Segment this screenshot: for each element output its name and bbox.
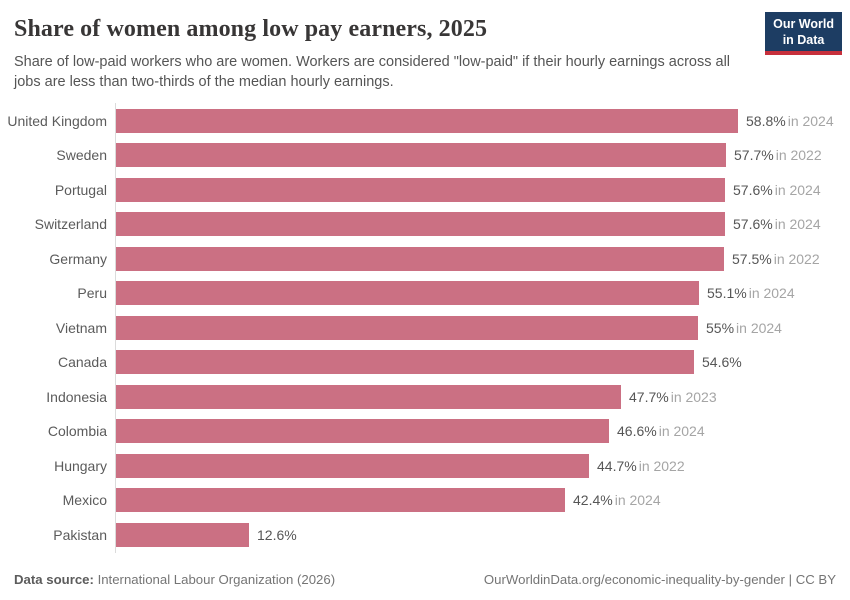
- value-annotation: 46.6% in 2024: [617, 423, 705, 439]
- bar: [116, 143, 726, 168]
- year-label: in 2024: [774, 181, 821, 198]
- country-label: Switzerland: [34, 216, 107, 233]
- value-label: 12.6%: [257, 526, 297, 543]
- bar: [116, 177, 725, 202]
- value-label: 57.7%: [734, 147, 774, 164]
- bar: [116, 419, 609, 444]
- value-annotation: 55.1% in 2024: [707, 285, 795, 301]
- data-source-label: Data source:: [14, 572, 94, 587]
- value-label: 57.6%: [733, 216, 773, 233]
- chart-subtitle: Share of low-paid workers who are women.…: [14, 53, 731, 90]
- value-annotation: 54.6%: [702, 354, 744, 370]
- bar-row: Canada 54.6%: [0, 350, 850, 375]
- bar-row: Mexico 42.4% in 2024: [0, 488, 850, 513]
- value-annotation: 57.5% in 2022: [732, 251, 820, 267]
- owid-logo-line2: in Data: [782, 32, 825, 47]
- bar-row: Sweden 57.7% in 2022: [0, 143, 850, 168]
- country-label: Canada: [57, 354, 107, 371]
- bar-row: Peru 55.1% in 2024: [0, 281, 850, 306]
- bar: [116, 453, 589, 478]
- bar: [116, 246, 724, 271]
- value-label: 58.8%: [746, 112, 786, 129]
- bar-rows: United Kingdom 58.8% in 2024 Sweden 57.7%…: [0, 108, 850, 547]
- value-annotation: 44.7% in 2022: [597, 458, 685, 474]
- bar-chart: United Kingdom 58.8% in 2024 Sweden 57.7%…: [0, 102, 850, 553]
- bar: [116, 350, 694, 375]
- data-source-value: International Labour Organization (2026): [97, 572, 336, 587]
- country-label: Vietnam: [55, 319, 107, 336]
- data-source: Data source: International Labour Organi…: [14, 572, 335, 587]
- year-label: in 2024: [614, 492, 661, 509]
- value-annotation: 47.7% in 2023: [629, 389, 717, 405]
- owid-logo-line1: Our World: [773, 17, 834, 31]
- value-annotation: 12.6%: [257, 527, 299, 543]
- year-label: in 2024: [774, 216, 821, 233]
- country-label: Peru: [77, 285, 107, 302]
- value-annotation: 57.7% in 2022: [734, 147, 822, 163]
- country-label: United Kingdom: [7, 112, 107, 129]
- footer-link[interactable]: OurWorldinData.org/economic-inequality-b…: [483, 572, 836, 587]
- value-label: 42.4%: [573, 492, 613, 509]
- bar-row: United Kingdom 58.8% in 2024: [0, 108, 850, 133]
- country-label: Hungary: [54, 457, 107, 474]
- value-label: 47.7%: [629, 388, 669, 405]
- bar-row: Indonesia 47.7% in 2023: [0, 384, 850, 409]
- year-label: in 2024: [736, 319, 782, 336]
- bar: [116, 384, 621, 409]
- year-label: in 2024: [658, 423, 705, 440]
- value-label: 54.6%: [702, 354, 742, 371]
- year-label: in 2024: [748, 285, 795, 302]
- bar-row: Pakistan 12.6%: [0, 522, 850, 547]
- bar-row: Switzerland 57.6% in 2024: [0, 212, 850, 237]
- y-axis-line: [115, 102, 116, 553]
- value-label: 55%: [706, 319, 735, 336]
- value-label: 57.6%: [733, 181, 773, 198]
- value-label: 46.6%: [617, 423, 657, 440]
- value-annotation: 58.8% in 2024: [746, 113, 834, 129]
- page-title: Share of women among low pay earners, 20…: [14, 16, 488, 42]
- chart-header: Share of women among low pay earners, 20…: [0, 0, 850, 92]
- owid-logo[interactable]: Our World in Data: [765, 12, 842, 56]
- country-label: Indonesia: [46, 388, 107, 405]
- country-label: Portugal: [54, 181, 107, 198]
- year-label: in 2022: [775, 147, 822, 164]
- bar: [116, 212, 725, 237]
- bar: [116, 488, 565, 513]
- bar-row: Portugal 57.6% in 2024: [0, 177, 850, 202]
- bar: [116, 281, 699, 306]
- value-label: 55.1%: [707, 285, 747, 302]
- country-label: Colombia: [47, 423, 107, 440]
- value-label: 57.5%: [732, 250, 772, 267]
- bar-row: Colombia 46.6% in 2024: [0, 419, 850, 444]
- country-label: Mexico: [62, 492, 107, 509]
- bar-row: Germany 57.5% in 2022: [0, 246, 850, 271]
- bar: [116, 315, 698, 340]
- year-label: in 2022: [638, 457, 685, 474]
- bar-row: Vietnam 55% in 2024: [0, 315, 850, 340]
- bar-row: Hungary 44.7% in 2022: [0, 453, 850, 478]
- bar: [116, 522, 249, 547]
- value-annotation: 42.4% in 2024: [573, 492, 661, 508]
- year-label: in 2023: [670, 388, 717, 405]
- country-label: Germany: [49, 250, 107, 267]
- chart-footer: Data source: International Labour Organi…: [14, 572, 836, 587]
- value-annotation: 55% in 2024: [706, 320, 782, 336]
- year-label: in 2024: [787, 112, 834, 129]
- value-annotation: 57.6% in 2024: [733, 182, 821, 198]
- country-label: Pakistan: [53, 526, 107, 543]
- value-label: 44.7%: [597, 457, 637, 474]
- country-label: Sweden: [56, 147, 107, 164]
- year-label: in 2022: [773, 250, 820, 267]
- value-annotation: 57.6% in 2024: [733, 216, 821, 232]
- bar: [116, 108, 738, 133]
